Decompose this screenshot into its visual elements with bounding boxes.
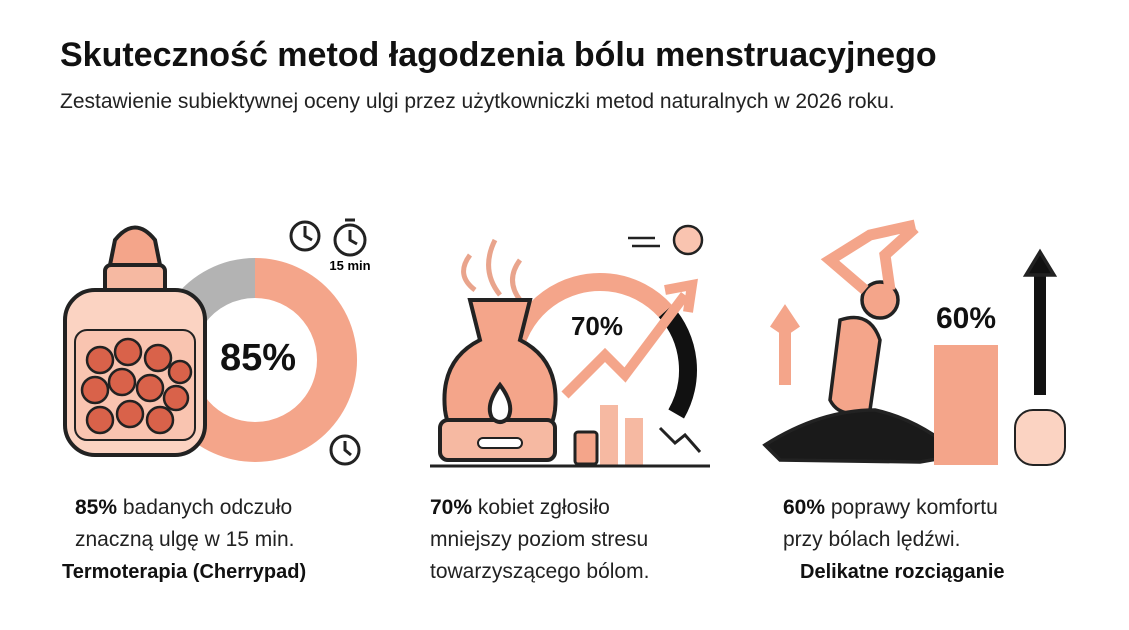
- value-label: 85%: [220, 337, 296, 379]
- caption-line: 70% kobiet zgłosiło: [430, 492, 649, 524]
- title: Skuteczność metod łagodzenia bólu menstr…: [60, 36, 937, 74]
- value-label: 70%: [571, 311, 623, 341]
- caption-value: 85%: [75, 496, 118, 519]
- caption: 85% badanych odczuło znaczną ulgę w 15 mi…: [75, 492, 294, 556]
- hot-water-bottle: [63, 225, 207, 457]
- caption-line: znaczną ulgę w 15 min.: [75, 524, 294, 556]
- caption-line: towarzyszącego bólom.: [430, 556, 649, 588]
- caption: 60% poprawy komfortu przy bólach lędźwi.: [783, 492, 998, 556]
- gauge-rest: [658, 305, 697, 419]
- caption: 70% kobiet zgłosiło mniejszy poziom stres…: [430, 492, 649, 588]
- value-label: 60%: [936, 302, 996, 335]
- diffuser: [430, 224, 710, 468]
- caption-line: mniejszy poziom stresu: [430, 524, 649, 556]
- caption-text: towarzyszącego bólom.: [430, 560, 650, 583]
- caption-text: przy bólach lędźwi.: [783, 528, 961, 551]
- subtitle: Zestawienie subiektywnej oceny ulgi prze…: [60, 90, 895, 113]
- bar: [934, 345, 998, 465]
- caption-line: 60% poprawy komfortu: [783, 492, 998, 524]
- caption-value: 70%: [430, 496, 473, 519]
- caption-line: przy bólach lędźwi.: [783, 524, 998, 556]
- caption-value: 60%: [783, 496, 826, 519]
- timer-label: 15 min: [329, 258, 370, 273]
- caption-text: mniejszy poziom stresu: [430, 528, 649, 551]
- bar-group: [934, 345, 998, 465]
- yoga-figure: [762, 219, 1066, 466]
- caption-text: badanych odczuło: [122, 496, 293, 519]
- caption-text: znaczną ulgę w 15 min.: [75, 528, 295, 551]
- method-name: Termoterapia (Cherrypad): [62, 561, 307, 583]
- caption-text: poprawy komfortu: [830, 496, 998, 519]
- clock-icons: [289, 218, 367, 466]
- caption-line: 85% badanych odczuło: [75, 492, 294, 524]
- method-name: Delikatne rozciąganie: [800, 561, 1005, 583]
- caption-text: kobiet zgłosiło: [477, 496, 610, 519]
